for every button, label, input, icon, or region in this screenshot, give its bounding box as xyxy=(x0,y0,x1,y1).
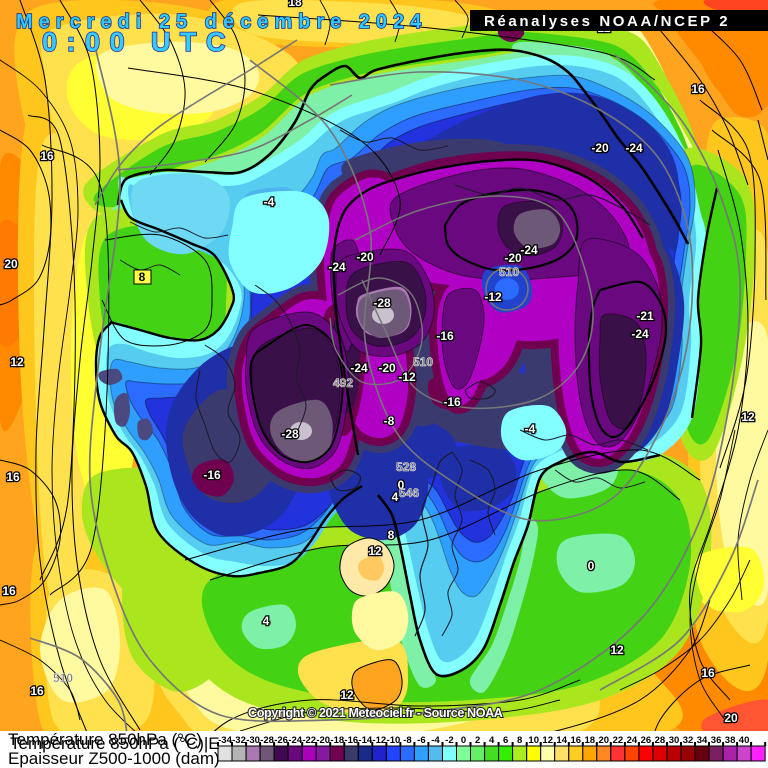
svg-text:Mercredi 25 décembre 2024: Mercredi 25 décembre 2024 xyxy=(16,11,427,33)
svg-text:2: 2 xyxy=(475,735,480,746)
svg-text:0: 0 xyxy=(588,559,595,573)
svg-text:510: 510 xyxy=(499,265,519,279)
svg-text:510: 510 xyxy=(413,355,433,369)
svg-text:-8: -8 xyxy=(403,735,411,746)
svg-text:-12: -12 xyxy=(484,290,502,304)
svg-text:4: 4 xyxy=(392,490,399,504)
svg-text:16: 16 xyxy=(30,684,44,698)
svg-text:Epaisseur Z500-1000 (dam): Epaisseur Z500-1000 (dam) xyxy=(8,749,220,768)
svg-text:16: 16 xyxy=(2,584,16,598)
svg-text:-2: -2 xyxy=(445,735,453,746)
svg-text:12: 12 xyxy=(368,544,382,558)
svg-text:0: 0 xyxy=(461,735,466,746)
svg-text:-16: -16 xyxy=(436,329,454,343)
svg-text:40: 40 xyxy=(739,735,750,746)
svg-text:-30: -30 xyxy=(246,735,260,746)
svg-text:546: 546 xyxy=(399,486,419,500)
svg-text:-14: -14 xyxy=(358,735,372,746)
svg-text:528: 528 xyxy=(396,460,416,474)
svg-text:-24: -24 xyxy=(328,260,346,274)
svg-text:-20: -20 xyxy=(504,251,522,265)
svg-text:-24: -24 xyxy=(350,361,368,375)
svg-text:-20: -20 xyxy=(378,361,396,375)
svg-text:16: 16 xyxy=(6,470,20,484)
svg-text:-10: -10 xyxy=(387,735,401,746)
svg-text:0: 0 xyxy=(398,478,405,492)
svg-text:12: 12 xyxy=(542,735,553,746)
svg-text:-21: -21 xyxy=(636,309,654,323)
svg-text:-4: -4 xyxy=(431,735,440,746)
svg-text:12: 12 xyxy=(10,355,24,369)
svg-text:Copyright © 2021 Meteociel.fr: Copyright © 2021 Meteociel.fr - Source N… xyxy=(248,706,503,720)
svg-text:-8: -8 xyxy=(384,414,395,428)
svg-text:6: 6 xyxy=(503,735,508,746)
svg-text:-24: -24 xyxy=(631,327,649,341)
svg-text:8: 8 xyxy=(517,735,522,746)
svg-text:4: 4 xyxy=(489,735,495,746)
svg-text:-16: -16 xyxy=(344,735,358,746)
svg-text:-4: -4 xyxy=(525,422,536,436)
svg-text:12: 12 xyxy=(741,410,755,424)
svg-text:26: 26 xyxy=(641,735,652,746)
svg-text:8: 8 xyxy=(139,270,146,284)
svg-text:16: 16 xyxy=(40,149,54,163)
svg-text:16: 16 xyxy=(691,82,705,96)
svg-text:-20: -20 xyxy=(316,735,330,746)
svg-text:16: 16 xyxy=(571,735,582,746)
svg-text:32: 32 xyxy=(683,735,694,746)
svg-text:22: 22 xyxy=(613,735,624,746)
svg-text:36: 36 xyxy=(711,735,722,746)
svg-text:18: 18 xyxy=(288,0,302,9)
svg-text:12: 12 xyxy=(610,643,624,657)
svg-text:20: 20 xyxy=(4,257,18,271)
svg-text:34: 34 xyxy=(697,735,708,746)
svg-text:-18: -18 xyxy=(330,735,344,746)
svg-text:0:00 UTC: 0:00 UTC xyxy=(42,27,235,57)
svg-text:-16: -16 xyxy=(443,395,461,409)
svg-text:-6: -6 xyxy=(417,735,425,746)
svg-text:8: 8 xyxy=(388,528,395,542)
svg-text:-24: -24 xyxy=(625,141,643,155)
svg-text:-24: -24 xyxy=(520,243,538,257)
svg-text:-28: -28 xyxy=(373,296,391,310)
svg-text:38: 38 xyxy=(725,735,736,746)
svg-text:Température 850hPa (°C)|E: Température 850hPa (°C)|E xyxy=(10,734,220,753)
svg-text:-4: -4 xyxy=(264,195,275,209)
svg-text:10: 10 xyxy=(528,735,539,746)
svg-text:510: 510 xyxy=(53,671,73,685)
svg-text:492: 492 xyxy=(333,376,353,390)
svg-text:14: 14 xyxy=(556,735,567,746)
svg-text:16: 16 xyxy=(701,666,715,680)
svg-text:-12: -12 xyxy=(372,735,386,746)
svg-text:20: 20 xyxy=(724,711,738,725)
svg-text:-20: -20 xyxy=(591,141,609,155)
svg-text:-12: -12 xyxy=(398,370,416,384)
svg-text:24: 24 xyxy=(627,735,638,746)
svg-text:-16: -16 xyxy=(203,468,221,482)
svg-text:Température 850hPa (°C): Température 850hPa (°C) xyxy=(8,730,202,749)
svg-text:12: 12 xyxy=(340,688,354,702)
svg-text:30: 30 xyxy=(669,735,680,746)
svg-text:-24: -24 xyxy=(288,735,302,746)
svg-text:-28: -28 xyxy=(281,427,299,441)
svg-text:-20: -20 xyxy=(356,250,374,264)
svg-text:18: 18 xyxy=(585,735,596,746)
svg-text:20: 20 xyxy=(599,735,610,746)
svg-text:28: 28 xyxy=(655,735,666,746)
svg-text:-28: -28 xyxy=(260,735,274,746)
svg-text:-34: -34 xyxy=(218,735,232,746)
svg-text:-26: -26 xyxy=(274,735,288,746)
svg-text:Réanalyses NOAA/NCEP 2: Réanalyses NOAA/NCEP 2 xyxy=(484,13,730,30)
svg-text:4: 4 xyxy=(263,614,270,628)
svg-text:-22: -22 xyxy=(302,735,316,746)
svg-text:-32: -32 xyxy=(232,735,246,746)
